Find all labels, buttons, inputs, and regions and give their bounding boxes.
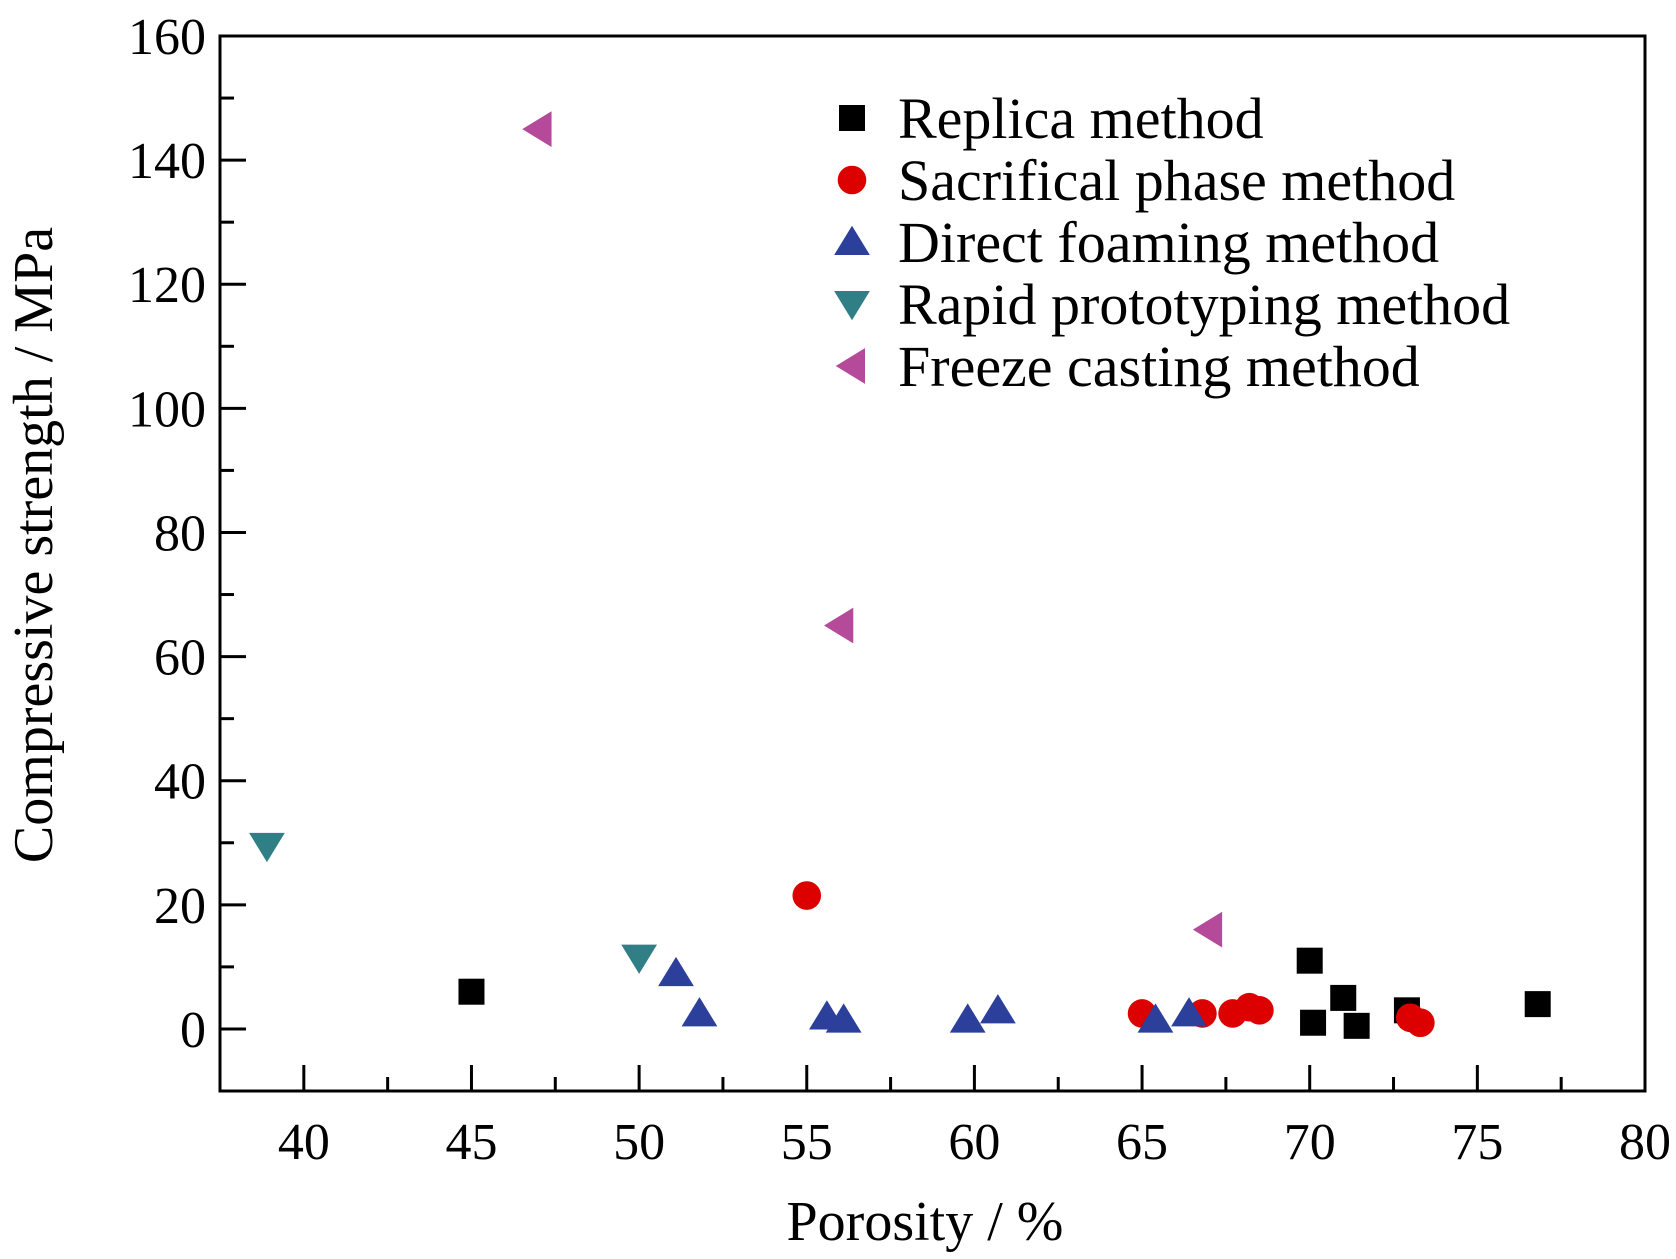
data-point [458,978,485,1005]
data-point [825,1003,862,1033]
legend-label: Replica method [898,86,1264,151]
y-tick-label: 80 [154,505,206,562]
y-tick-label: 120 [128,257,206,314]
legend-item: Rapid prototyping method [834,272,1510,337]
legend-marker [834,225,870,255]
y-tick-label: 60 [154,630,206,687]
series-2 [658,956,1207,1033]
x-axis-tick-labels: 40 45 50 55 60 65 70 75 80 [278,1114,1671,1171]
x-axis-ticks [218,1065,1647,1091]
plot-frame [218,34,1647,1093]
legend-label: Freeze casting method [898,334,1420,399]
series-3 [249,832,657,974]
legend-marker [837,165,867,195]
series-4 [522,111,1223,948]
data-point [1245,996,1274,1025]
legend-item: Sacrifical phase method [837,148,1455,213]
data-point [658,956,694,987]
series-0 [458,947,1551,1039]
legend-item: Replica method [839,86,1264,151]
legend-label: Rapid prototyping method [898,272,1510,337]
x-tick-label: 70 [1284,1114,1336,1171]
series-1 [792,881,1435,1038]
y-tick-label: 20 [154,878,206,935]
legend-item: Freeze casting method [835,334,1420,399]
data-point [949,1003,986,1033]
x-tick-label: 50 [613,1114,665,1171]
data-point [1192,911,1223,948]
data-point [522,111,552,147]
legend-label: Sacrifical phase method [898,148,1455,213]
x-axis-title: Porosity / % [787,1191,1064,1253]
y-axis-tick-labels: 0 20 40 60 80 100 120 140 160 [128,9,206,1059]
data-point [980,994,1016,1024]
y-tick-label: 100 [128,381,206,438]
data-point [824,607,854,644]
data-point [1300,1009,1327,1036]
x-tick-label: 40 [278,1114,330,1171]
data-point [249,832,285,863]
x-tick-label: 45 [445,1114,497,1171]
x-tick-label: 55 [781,1114,833,1171]
data-points [249,111,1551,1039]
data-point [1171,997,1207,1027]
data-point [1343,1012,1370,1039]
y-axis-ticks [220,34,246,1093]
y-tick-label: 40 [154,754,206,811]
y-tick-label: 140 [128,133,206,190]
data-point [1296,947,1323,974]
data-point [1137,1003,1174,1033]
x-tick-label: 80 [1619,1114,1671,1171]
data-point [1330,984,1357,1011]
legend-marker [835,348,865,384]
legend-label: Direct foaming method [898,210,1439,275]
data-point [792,881,822,910]
y-axis-title: Compressive strength / MPa [3,227,65,863]
x-tick-label: 65 [1116,1114,1168,1171]
legend-marker [834,291,870,321]
legend-item: Direct foaming method [834,210,1439,275]
data-point [681,997,718,1027]
x-tick-label: 60 [948,1114,1000,1171]
x-tick-label: 75 [1451,1114,1503,1171]
legend-marker [839,105,865,131]
data-point [621,944,657,974]
data-point [1524,991,1551,1018]
data-point [1406,1008,1435,1038]
y-tick-label: 160 [128,9,206,66]
y-tick-label: 0 [180,1002,206,1059]
